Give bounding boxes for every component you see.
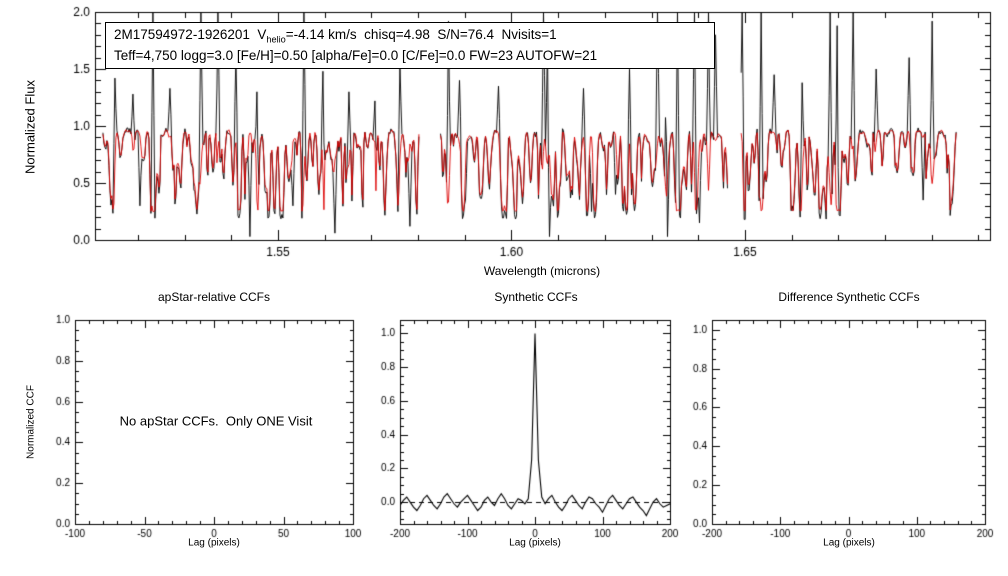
spectrum-info-line1: 2M17594972-1926201 Vhelio=-4.14 km/s chi… <box>114 26 706 47</box>
star-id-and-vhelio-text: 2M17594972-1926201 V <box>114 27 267 42</box>
fit-stats-text: =-4.14 km/s chisq=4.98 S/N=76.4 Nvisits=… <box>285 27 557 42</box>
spectrum-info-line2: Teff=4,750 logg=3.0 [Fe/H]=0.50 [alpha/F… <box>114 47 598 63</box>
apstar-ccf-panel-title: apStar-relative CCFs <box>157 290 271 304</box>
spectrum-info-box: 2M17594972-1926201 Vhelio=-4.14 km/s chi… <box>105 22 715 70</box>
lag-x-axis-label-apstar: Lag (pixels) <box>188 537 240 549</box>
no-ccf-message: No apStar CCFs. Only ONE Visit <box>119 413 313 429</box>
difference-ccf-panel-title: Difference Synthetic CCFs <box>778 290 920 304</box>
synthetic-ccf-panel-title: Synthetic CCFs <box>494 290 578 304</box>
vhelio-subscript: helio <box>266 34 286 45</box>
ccf-y-axis-label: Normalized CCF <box>25 385 37 459</box>
lag-x-axis-label-difference: Lag (pixels) <box>823 537 875 549</box>
spectrum-y-axis-label: Normalized Flux <box>22 80 38 174</box>
lag-x-axis-label-synthetic: Lag (pixels) <box>509 537 561 549</box>
spectrum-x-axis-label: Wavelength (microns) <box>483 264 601 278</box>
